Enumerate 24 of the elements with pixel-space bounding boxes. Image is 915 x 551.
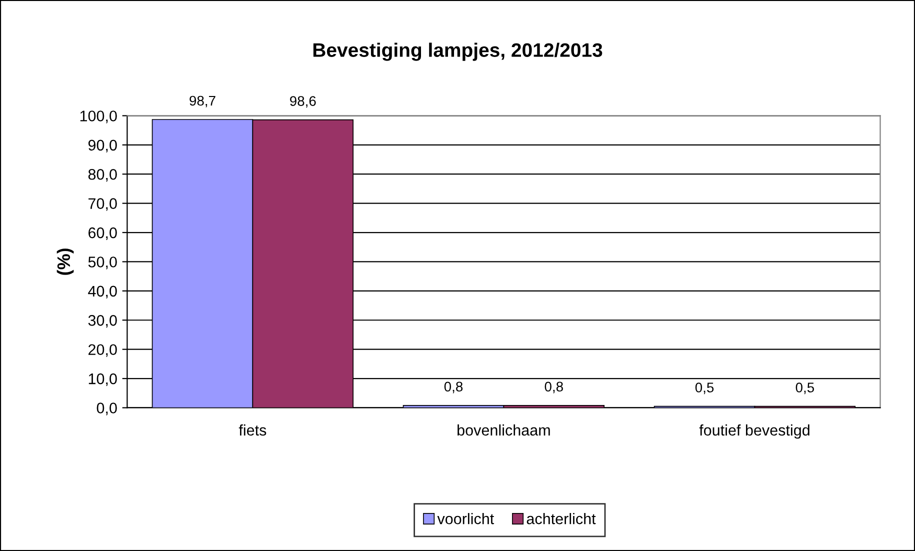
data-label: 0,5 bbox=[796, 382, 814, 394]
y-tick-label: 70,0 bbox=[88, 198, 117, 211]
data-label: 98,7 bbox=[190, 96, 216, 108]
data-label: 0,8 bbox=[444, 382, 463, 394]
y-tick-label: 90,0 bbox=[88, 140, 117, 152]
y-tick-label: 10,0 bbox=[88, 373, 117, 386]
data-label: 0,5 bbox=[695, 382, 714, 394]
legend-label: voorlicht bbox=[437, 513, 494, 524]
data-label: 0,8 bbox=[544, 382, 563, 394]
x-tick-label: bovenlichaam bbox=[458, 424, 550, 436]
chart-title: Bevestiging lampjes, 2012/2013 bbox=[313, 42, 602, 61]
y-tick-label: 60,0 bbox=[88, 227, 117, 240]
y-tick-label: 40,0 bbox=[88, 286, 117, 298]
y-tick-label: 0,0 bbox=[96, 402, 117, 416]
x-tick-label: foutief bevestigd bbox=[699, 424, 810, 439]
y-axis-title: (%) bbox=[56, 248, 74, 275]
y-tick-label: 20,0 bbox=[88, 344, 117, 357]
y-tick-label: 100,0 bbox=[80, 110, 117, 124]
y-tick-label: 80,0 bbox=[88, 168, 117, 182]
y-tick-label: 30,0 bbox=[88, 315, 117, 328]
data-label: 98,6 bbox=[290, 96, 316, 108]
y-tick-label: 50,0 bbox=[88, 256, 117, 270]
x-tick-label: fiets bbox=[238, 424, 266, 436]
legend-label: achterlicht bbox=[526, 513, 596, 524]
